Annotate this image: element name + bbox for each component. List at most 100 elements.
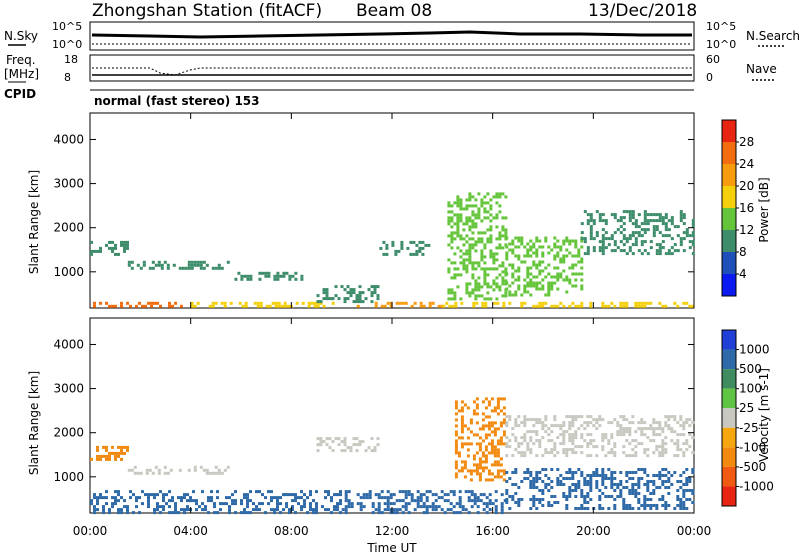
echo-cell xyxy=(622,507,626,510)
echo-cell xyxy=(637,427,641,431)
echo-cell xyxy=(508,263,512,267)
echo-cell xyxy=(520,301,524,305)
echo-cell xyxy=(431,301,435,305)
echo-cell xyxy=(619,483,623,486)
echo-cell xyxy=(472,412,476,416)
echo-cell xyxy=(610,495,614,498)
date-label: 13/Dec/2018 xyxy=(588,1,697,21)
echo-cell xyxy=(386,499,390,503)
echo-cell xyxy=(625,240,629,244)
echo-cell xyxy=(565,248,569,252)
echo-cell xyxy=(589,454,593,458)
echo-cell xyxy=(478,427,482,431)
noise-right-tick-top: 10^5 xyxy=(706,20,736,33)
echo-cell xyxy=(400,243,404,247)
echo-cell xyxy=(511,251,515,255)
echo-cell xyxy=(685,483,689,486)
echo-cell xyxy=(183,508,186,512)
echo-cell xyxy=(456,285,460,289)
echo-cell xyxy=(343,297,347,301)
echo-cell xyxy=(465,240,469,244)
echo-cell xyxy=(478,457,482,461)
echo-cell xyxy=(544,483,548,486)
echo-cell xyxy=(667,504,671,507)
echo-cell xyxy=(126,301,129,305)
echo-cell xyxy=(255,508,258,512)
echo-cell xyxy=(123,451,126,455)
echo-cell xyxy=(473,493,477,497)
echo-cell xyxy=(213,511,216,515)
echo-cell xyxy=(454,475,458,479)
echo-cell xyxy=(454,418,458,422)
echo-cell xyxy=(371,505,375,509)
echo-cell xyxy=(498,237,502,241)
echo-cell xyxy=(664,252,668,256)
echo-cell xyxy=(465,207,469,211)
echo-cell xyxy=(604,486,608,489)
echo-cell xyxy=(682,471,686,474)
echo-cell xyxy=(499,442,503,446)
echo-cell xyxy=(631,213,635,217)
echo-cell xyxy=(291,274,295,278)
echo-cell xyxy=(410,493,414,497)
echo-cell xyxy=(529,486,533,489)
colorbar-segment xyxy=(722,369,736,389)
echo-cell xyxy=(670,216,674,220)
echo-cell xyxy=(553,236,557,240)
echo-cell xyxy=(483,279,487,283)
echo-cell xyxy=(565,477,569,480)
echo-cell xyxy=(628,507,632,510)
echo-cell xyxy=(691,501,695,504)
echo-cell xyxy=(502,418,506,422)
echo-cell xyxy=(468,198,472,202)
echo-cell xyxy=(93,249,96,253)
echo-cell xyxy=(568,433,572,437)
echo-cell xyxy=(610,301,614,305)
y-tick-label: 4000 xyxy=(53,132,84,146)
echo-cell xyxy=(456,225,460,229)
echo-cell xyxy=(541,436,545,440)
echo-cell xyxy=(325,297,329,301)
echo-cell xyxy=(297,502,300,506)
echo-cell xyxy=(616,483,620,486)
echo-cell xyxy=(489,285,493,289)
echo-cell xyxy=(517,284,521,288)
echo-cell xyxy=(480,249,484,253)
echo-cell xyxy=(523,418,527,422)
echo-cell xyxy=(634,451,638,455)
echo-cell xyxy=(616,495,620,498)
echo-cell xyxy=(471,219,475,223)
echo-cell xyxy=(347,499,351,503)
echo-cell xyxy=(377,505,381,509)
colorbar-segment xyxy=(722,349,736,370)
echo-cell xyxy=(447,201,451,205)
echo-cell xyxy=(634,237,638,241)
echo-cell xyxy=(568,439,572,443)
echo-cell xyxy=(583,477,587,480)
echo-cell xyxy=(559,260,563,264)
echo-cell xyxy=(481,466,485,470)
echo-cell xyxy=(535,498,539,501)
echo-cell xyxy=(492,279,496,283)
echo-cell xyxy=(655,243,659,247)
echo-cell xyxy=(574,242,578,246)
echo-cell xyxy=(419,499,423,503)
echo-cell xyxy=(474,225,478,229)
echo-cell xyxy=(133,465,137,469)
echo-cell xyxy=(370,449,374,453)
noise-left-tick-top: 10^5 xyxy=(52,20,82,33)
echo-cell xyxy=(400,246,404,250)
echo-cell xyxy=(470,493,474,497)
echo-cell xyxy=(123,246,126,250)
echo-cell xyxy=(622,486,626,489)
echo-cell xyxy=(359,496,363,500)
echo-cell xyxy=(529,448,533,452)
echo-cell xyxy=(586,424,590,428)
echo-cell xyxy=(664,421,668,425)
echo-cell xyxy=(655,507,659,510)
echo-cell xyxy=(556,251,560,255)
echo-cell xyxy=(616,246,620,250)
echo-cell xyxy=(189,496,192,500)
echo-cell xyxy=(493,454,497,458)
